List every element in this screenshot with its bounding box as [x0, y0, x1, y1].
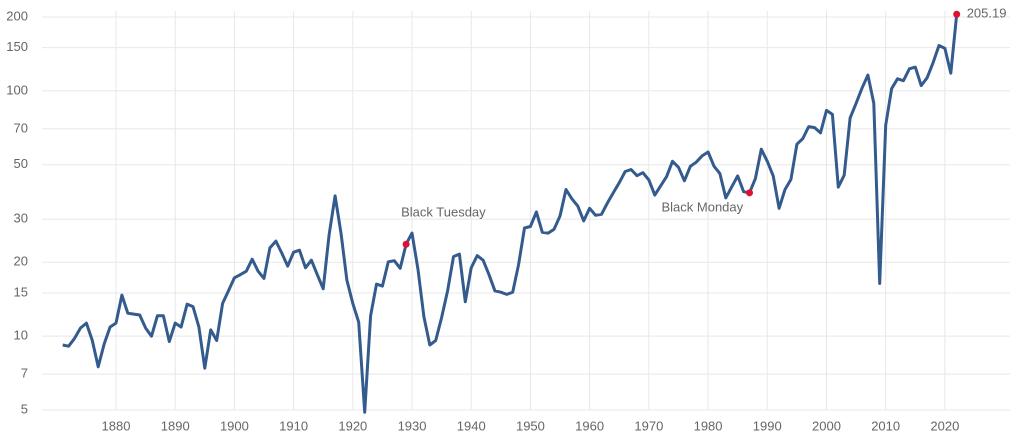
x-tick-label: 1990	[753, 418, 782, 433]
x-tick-label: 1950	[516, 418, 545, 433]
x-tick-label: 2010	[871, 418, 900, 433]
x-tick-label: 1890	[161, 418, 190, 433]
highlight-marker	[745, 189, 753, 197]
x-tick-label: 2020	[930, 418, 959, 433]
y-tick-label: 70	[14, 120, 28, 135]
annotation: Black Monday	[661, 199, 743, 214]
x-tick-label: 1980	[694, 418, 723, 433]
y-tick-label: 7	[21, 366, 28, 381]
x-tick-label: 1930	[398, 418, 427, 433]
y-tick-label: 50	[14, 156, 28, 171]
y-tick-label: 15	[14, 284, 28, 299]
highlight-marker	[402, 240, 410, 248]
x-tick-label: 1920	[338, 418, 367, 433]
y-tick-label: 100	[6, 82, 28, 97]
y-tick-label: 150	[6, 39, 28, 54]
x-tick-label: 1970	[634, 418, 663, 433]
annotation: Black Tuesday	[401, 205, 486, 220]
y-tick-label: 30	[14, 211, 28, 226]
y-tick-label: 10	[14, 328, 28, 343]
x-tick-label: 2000	[812, 418, 841, 433]
y-tick-label: 200	[6, 8, 28, 23]
last-marker	[953, 10, 961, 18]
y-tick-label: 20	[14, 254, 28, 269]
y-tick-label: 5	[21, 401, 28, 416]
value-label: 205.19	[967, 6, 1007, 21]
x-tick-label: 1910	[279, 418, 308, 433]
x-tick-label: 1960	[575, 418, 604, 433]
x-tick-label: 1880	[102, 418, 131, 433]
x-tick-label: 1940	[457, 418, 486, 433]
x-tick-label: 1900	[220, 418, 249, 433]
line	[62, 14, 959, 414]
